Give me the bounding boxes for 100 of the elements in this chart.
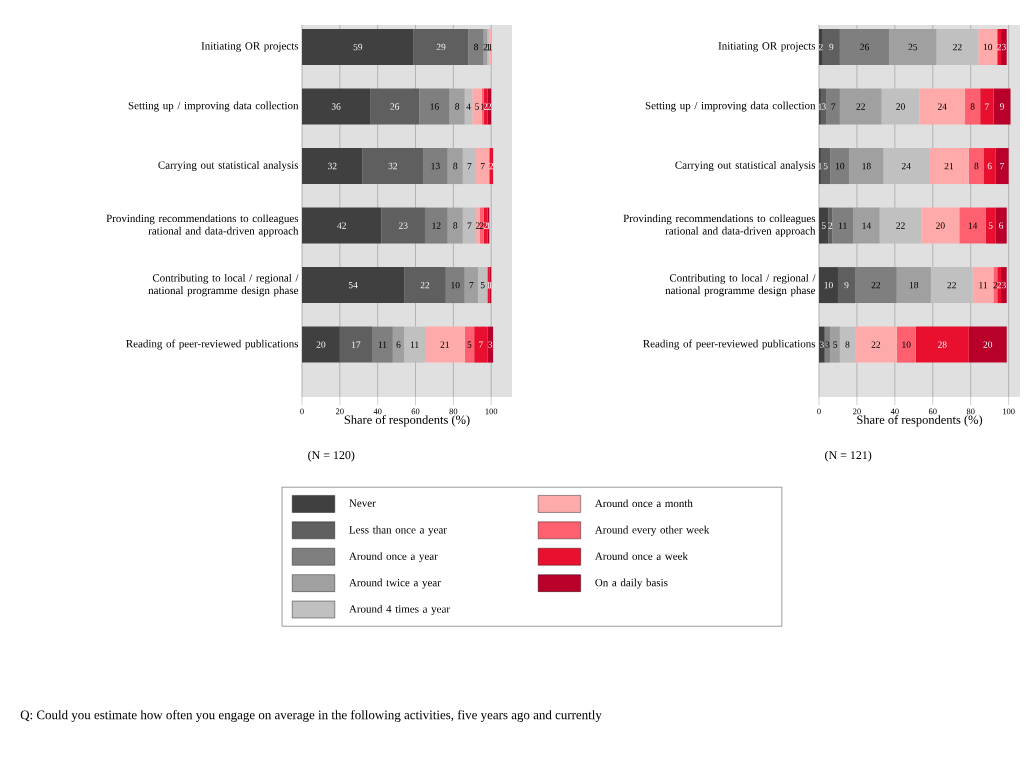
data-label: 25: [908, 43, 918, 51]
bar: [302, 148, 363, 185]
data-label: 8: [974, 162, 979, 170]
bar: [404, 267, 446, 304]
data-label: 24: [937, 103, 947, 110]
data-label: 59: [353, 43, 363, 51]
y-tick-label: Carrying out statistical analysis: [158, 161, 299, 172]
data-label: 5: [821, 222, 826, 229]
bar: [820, 148, 831, 185]
bar: [936, 29, 979, 66]
data-label: 29: [436, 43, 446, 51]
x-tick-label: 60: [411, 408, 420, 415]
data-label: 8: [845, 341, 850, 348]
data-label: 6: [999, 222, 1004, 229]
bar: [972, 267, 994, 304]
data-label: 10: [824, 281, 833, 289]
data-label: 20: [316, 341, 326, 348]
data-label: 1: [486, 43, 491, 51]
bar: [820, 88, 827, 125]
data-label: 5: [823, 162, 828, 170]
data-label: 28: [937, 341, 947, 348]
data-label: 2: [818, 43, 823, 51]
bar: [476, 207, 480, 244]
bar: [985, 207, 996, 244]
data-label: 22: [420, 281, 430, 289]
bar: [472, 88, 482, 125]
bar: [965, 88, 981, 125]
bar: [822, 29, 840, 66]
bar: [993, 267, 998, 304]
bar: [445, 267, 465, 304]
bar: [978, 29, 998, 66]
y-tick-label: Initiating OR projects: [201, 42, 299, 52]
x-axis-title: Share of respondents (%): [857, 415, 983, 427]
bar: [302, 88, 371, 125]
data-label: 11: [410, 341, 419, 348]
data-label: 2: [487, 103, 492, 110]
bar: [424, 207, 448, 244]
data-label: 23: [398, 222, 408, 229]
data-label: 2: [483, 43, 488, 51]
bar: [404, 326, 425, 363]
data-label: 8: [455, 103, 460, 110]
x-tick-label: 60: [928, 408, 937, 415]
bar: [997, 267, 1002, 304]
data-label: 9: [829, 43, 834, 51]
bar: [919, 88, 966, 125]
data-label: 2: [993, 281, 998, 289]
x-tick-label: 0: [817, 408, 821, 415]
x-tick-label: 40: [373, 408, 382, 415]
bar: [370, 88, 420, 125]
data-label: 7: [469, 281, 474, 289]
data-label: 8: [453, 222, 458, 229]
data-label: 3: [825, 341, 830, 348]
bar: [339, 326, 373, 363]
bar: [980, 88, 994, 125]
data-label: 26: [860, 43, 869, 51]
data-label: 11: [979, 281, 988, 289]
data-label: 13: [431, 162, 440, 170]
data-label: 2: [828, 222, 833, 229]
x-tick-label: 20: [853, 408, 861, 415]
data-label: 1: [818, 162, 822, 170]
data-label: 17: [352, 341, 361, 348]
bar: [819, 267, 838, 304]
bar: [392, 326, 405, 363]
bar: [302, 207, 382, 244]
bar: [837, 267, 856, 304]
text: (N = 120): [308, 450, 355, 462]
data-label: 22: [856, 103, 865, 110]
bar: [1001, 267, 1007, 304]
data-label: 7: [1000, 162, 1005, 170]
data-label: 22: [871, 341, 881, 348]
bar: [983, 148, 996, 185]
data-label: 11: [378, 341, 387, 348]
data-label: 10: [451, 281, 460, 289]
legend-label: Around 4 times a year: [349, 605, 450, 615]
bar: [477, 267, 488, 304]
data-label: 6: [396, 341, 401, 348]
data-label: 2: [997, 281, 1001, 289]
data-label: 4: [466, 103, 471, 110]
legend-label: Around once a month: [594, 499, 693, 508]
data-label: 2: [483, 103, 488, 110]
bar: [487, 88, 492, 125]
bar: [819, 207, 829, 244]
y-tick-label: Reading of peer-reviewed publications: [126, 339, 299, 350]
bar: [830, 148, 850, 185]
legend-label: Around every other week: [594, 525, 710, 536]
data-label: 6: [987, 162, 992, 170]
bar: [449, 88, 465, 125]
data-label: 1: [818, 103, 822, 110]
bar: [302, 326, 340, 363]
data-label: 22: [871, 281, 881, 289]
data-label: 3: [488, 341, 493, 348]
x-tick-label: 20: [335, 408, 344, 415]
data-label: 5: [467, 341, 472, 348]
data-label: 32: [388, 162, 398, 170]
bar: [839, 326, 856, 363]
data-label: 1: [486, 222, 491, 229]
data-label: 16: [430, 103, 439, 110]
bar: [921, 207, 960, 244]
text: (N = 121): [825, 450, 872, 462]
bar: [1001, 29, 1007, 66]
